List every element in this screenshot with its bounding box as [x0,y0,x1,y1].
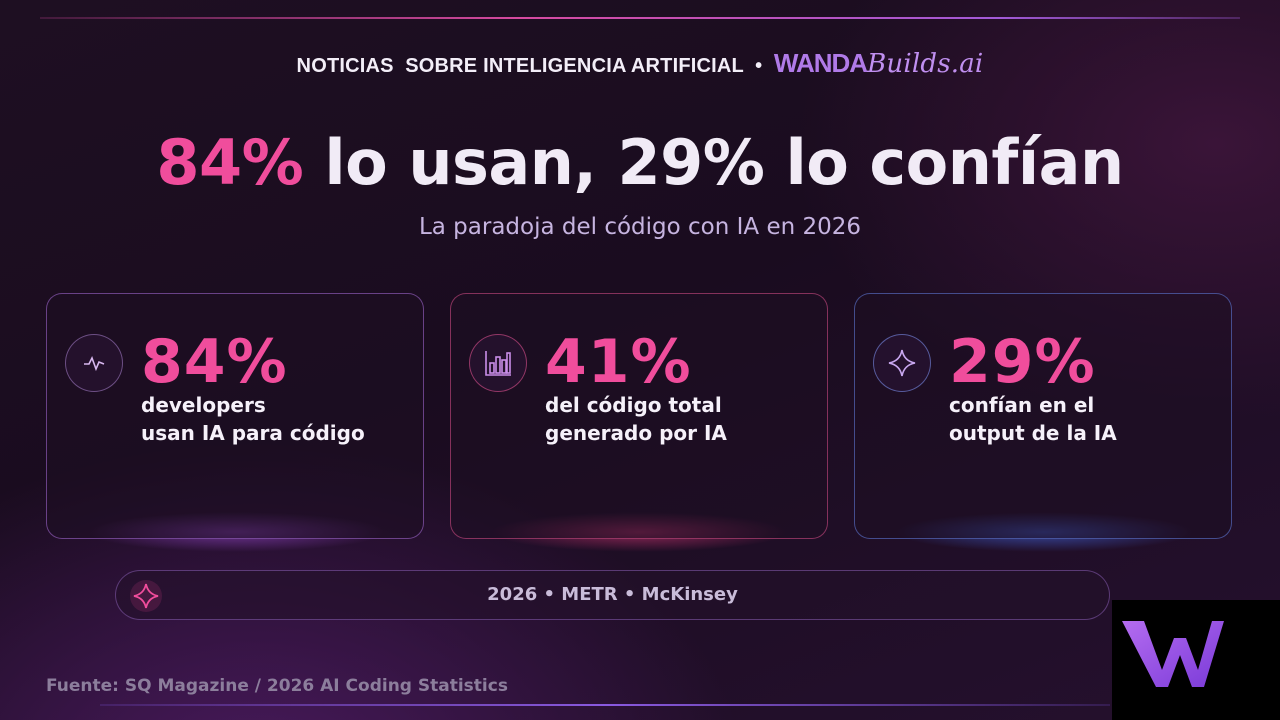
header-separator: • [755,55,763,77]
stat-line: del código total [545,393,722,417]
logo [1112,600,1280,720]
card-icon [65,334,123,392]
header: NOTICIAS SOBRE INTELIGENCIA ARTIFICIAL •… [0,48,1280,79]
stat-line: output de la IA [949,421,1117,445]
brand-main: WANDA [773,48,868,78]
title-rest: lo usan, 29% lo confían [324,126,1124,199]
stat-line: usan IA para código [141,421,365,445]
subtitle: La paradoja del código con IA en 2026 [418,214,862,240]
footer-pill [115,570,1110,620]
header-topic: NOTICIAS SOBRE INTELIGENCIA ARTIFICIAL [296,55,744,77]
title: 84% lo usan, 29% lo confían [0,126,1280,199]
bottom-rule [100,704,1110,706]
stat-card: 84% developers usan IA para código [46,293,424,539]
card-icon [873,334,931,392]
stat-line: confían en el [949,393,1095,417]
footer-pill-text: 2026 • METR • McKinsey [487,584,738,605]
source: Fuente: SQ Magazine / 2026 AI Coding Sta… [46,676,508,696]
stat-value: 84% [141,327,288,397]
stat-line: developers [141,393,266,417]
title-highlight: 84% [156,126,304,199]
pill-icon [130,580,162,612]
sparkle-icon [888,349,916,377]
top-rule [40,17,1240,19]
stat-value: 41% [545,327,692,397]
logo-mark [1122,621,1224,687]
pulse-icon [84,355,105,372]
bars-icon [485,351,511,376]
stat-card: 41% del código total generado por IA [450,293,828,539]
stat-line: generado por IA [545,421,727,445]
stat-card: 29% confían en el output de la IA [854,293,1232,539]
stat-value: 29% [949,327,1096,397]
card-icon [469,334,527,392]
brand-script: Builds.ai [867,49,984,79]
